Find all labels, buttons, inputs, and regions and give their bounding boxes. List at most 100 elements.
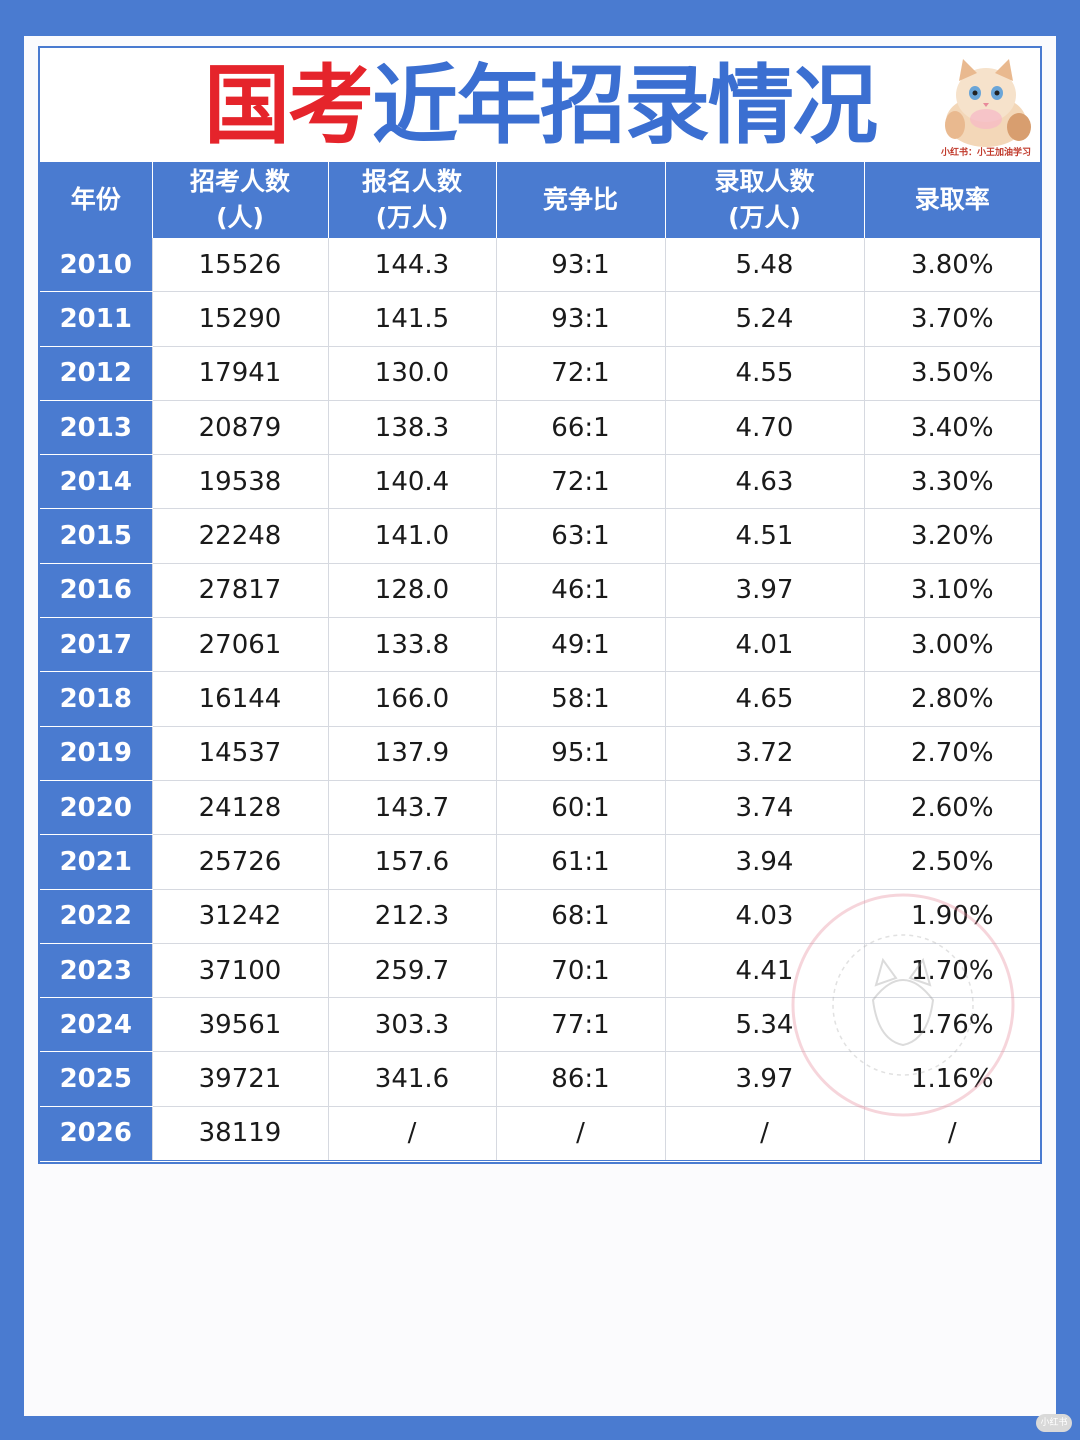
data-cell: 60:1 [495, 780, 665, 836]
data-cell: / [863, 1106, 1040, 1162]
table-row: 2016 27817 128.0 46:1 3.97 3.10% [40, 563, 1040, 619]
data-cell: 46:1 [495, 563, 665, 619]
data-cell: 2.60% [863, 780, 1040, 836]
data-cell: 4.51 [664, 508, 864, 564]
year-cell: 2026 [40, 1106, 152, 1162]
data-cell: 49:1 [495, 617, 665, 673]
data-cell: 70:1 [495, 943, 665, 999]
column-header-line: (万人) [375, 203, 449, 232]
data-cell: 141.0 [327, 508, 496, 564]
column-header: 录取率 [863, 162, 1040, 238]
table-row: 2017 27061 133.8 49:1 4.01 3.00% [40, 617, 1040, 673]
data-cell: 38119 [151, 1106, 328, 1162]
data-cell: 3.80% [863, 238, 1040, 293]
year-cell: 2018 [40, 671, 152, 727]
year-cell: 2017 [40, 617, 152, 673]
data-cell: 1.90% [863, 889, 1040, 944]
data-cell: 14537 [151, 726, 328, 781]
data-cell: 4.70 [664, 400, 864, 456]
data-cell: 66:1 [495, 400, 665, 456]
data-cell: 93:1 [495, 291, 665, 347]
data-cell: 19538 [151, 454, 328, 510]
cat-logo: 小红书：小王加油学习 [935, 55, 1037, 161]
data-cell: 166.0 [327, 671, 496, 727]
recruitment-table: 年份 招考人数 (人) 报名人数 (万人) 竞争比 录取人数 (万人) 录取率 2010 1552… [40, 162, 1040, 1162]
data-cell: 2.50% [863, 834, 1040, 890]
column-header-line: (人) [216, 203, 264, 232]
year-cell: 2013 [40, 400, 152, 456]
data-cell: 130.0 [327, 346, 496, 401]
data-cell: 3.20% [863, 508, 1040, 564]
data-cell: 4.03 [664, 889, 864, 944]
data-cell: 5.24 [664, 291, 864, 347]
data-cell: 137.9 [327, 726, 496, 781]
page-title: 国考近年招录情况 [40, 56, 1040, 156]
data-cell: / [495, 1106, 665, 1162]
table-row: 2014 19538 140.4 72:1 4.63 3.30% [40, 454, 1040, 510]
data-cell: 39561 [151, 997, 328, 1053]
table-body: 2010 15526 144.3 93:1 5.48 3.80% 2011 15290 141.… [40, 238, 1040, 1162]
data-cell: 31242 [151, 889, 328, 944]
year-cell: 2022 [40, 889, 152, 944]
column-header-line: 年份 [70, 185, 121, 214]
data-cell: 15526 [151, 238, 328, 293]
table-row: 2025 39721 341.6 86:1 3.97 1.16% [40, 1051, 1040, 1107]
table-row: 2011 15290 141.5 93:1 5.24 3.70% [40, 291, 1040, 347]
data-cell: 3.72 [664, 726, 864, 781]
data-cell: 4.63 [664, 454, 864, 510]
data-cell: 3.97 [664, 1051, 864, 1107]
data-cell: 22248 [151, 508, 328, 564]
data-cell: 259.7 [327, 943, 496, 999]
data-cell: 77:1 [495, 997, 665, 1053]
year-cell: 2025 [40, 1051, 152, 1107]
data-cell: 1.76% [863, 997, 1040, 1053]
data-cell: 61:1 [495, 834, 665, 890]
title-blue-part: 近年招录情况 [372, 56, 878, 156]
data-cell: 15290 [151, 291, 328, 347]
data-cell: 5.48 [664, 238, 864, 293]
data-cell: / [327, 1106, 496, 1162]
year-cell: 2024 [40, 997, 152, 1053]
data-cell: 157.6 [327, 834, 496, 890]
column-header-line: 录取率 [914, 185, 990, 214]
data-cell: 17941 [151, 346, 328, 401]
data-cell: 24128 [151, 780, 328, 836]
corner-tag: 小红书 [1036, 1414, 1072, 1432]
column-header-line: 招考人数 [189, 167, 290, 196]
data-cell: 20879 [151, 400, 328, 456]
year-cell: 2014 [40, 454, 152, 510]
data-cell: 16144 [151, 671, 328, 727]
title-bar: 国考近年招录情况 [40, 48, 1040, 162]
year-cell: 2021 [40, 834, 152, 890]
column-header: 录取人数 (万人) [664, 162, 864, 238]
data-cell: 133.8 [327, 617, 496, 673]
data-cell: 93:1 [495, 238, 665, 293]
data-cell: 144.3 [327, 238, 496, 293]
data-cell: 140.4 [327, 454, 496, 510]
data-cell: 4.01 [664, 617, 864, 673]
data-cell: 2.80% [863, 671, 1040, 727]
data-cell: 2.70% [863, 726, 1040, 781]
column-header: 年份 [40, 162, 152, 238]
data-cell: 3.40% [863, 400, 1040, 456]
data-cell: 27061 [151, 617, 328, 673]
year-cell: 2020 [40, 780, 152, 836]
data-cell: 3.10% [863, 563, 1040, 619]
data-cell: 3.30% [863, 454, 1040, 510]
table-row: 2026 38119// / / [40, 1106, 1040, 1162]
data-cell: 4.65 [664, 671, 864, 727]
data-cell: 341.6 [327, 1051, 496, 1107]
table-row: 2015 22248 141.0 63:1 4.51 3.20% [40, 508, 1040, 564]
year-cell: 2015 [40, 508, 152, 564]
data-cell: 5.34 [664, 997, 864, 1053]
data-cell: 27817 [151, 563, 328, 619]
year-cell: 2010 [40, 238, 152, 293]
data-cell: 3.00% [863, 617, 1040, 673]
data-cell: 63:1 [495, 508, 665, 564]
data-cell: 25726 [151, 834, 328, 890]
data-cell: 138.3 [327, 400, 496, 456]
column-header-line: 竞争比 [542, 185, 618, 214]
data-cell: 141.5 [327, 291, 496, 347]
data-cell: 3.74 [664, 780, 864, 836]
year-cell: 2023 [40, 943, 152, 999]
